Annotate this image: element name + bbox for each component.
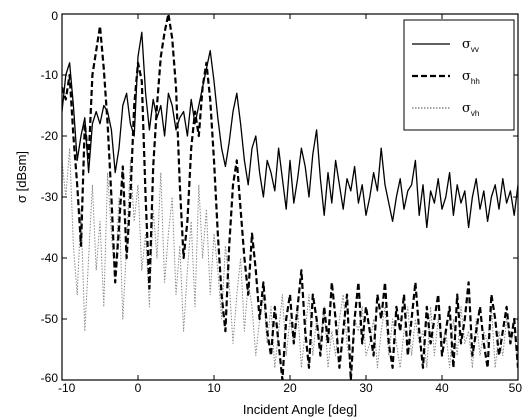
- x-tick-label: 20: [283, 381, 297, 395]
- series-line-vh: [62, 147, 518, 369]
- legend-label-vh: σvh: [462, 101, 479, 118]
- x-tick-label: -10: [58, 381, 76, 395]
- series-layer: [62, 14, 518, 380]
- series-line-vv: [62, 31, 518, 229]
- legend-box: [403, 19, 515, 131]
- y-axis-title: σ [dBsm]: [14, 151, 29, 203]
- x-axis: -10 0 10 20 30 40 50: [58, 14, 522, 395]
- x-tick-label: 50: [509, 381, 523, 395]
- y-tick-label: -40: [41, 251, 59, 265]
- x-tick-label: 0: [135, 381, 142, 395]
- y-tick-label: -20: [41, 129, 59, 143]
- x-tick-label: 30: [359, 381, 373, 395]
- y-tick-label: -60: [41, 371, 59, 385]
- legend-label-vv: σvv: [462, 37, 479, 54]
- legend-label-hh: σhh: [462, 69, 480, 86]
- y-tick-label: -30: [41, 190, 59, 204]
- y-axis: 0 -10 -20 -30 -40 -50 -60: [41, 9, 518, 385]
- y-tick-label: -10: [41, 68, 59, 82]
- x-tick-label: 40: [435, 381, 449, 395]
- x-tick-label: 10: [207, 381, 221, 395]
- legend: σvv σhh σvh: [403, 19, 515, 131]
- x-axis-title: Incident Angle [deg]: [243, 402, 357, 417]
- y-tick-label: 0: [51, 9, 58, 23]
- y-tick-label: -50: [41, 312, 59, 326]
